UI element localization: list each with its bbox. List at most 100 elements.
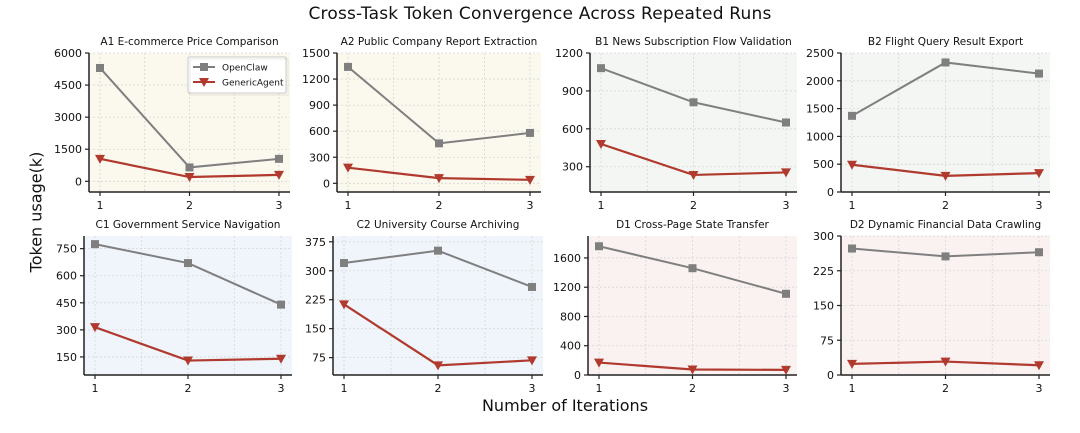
x-tick-label: 3 (1036, 382, 1043, 395)
x-tick-label: 3 (278, 382, 285, 395)
x-tick-label: 3 (783, 382, 790, 395)
subplot-title: C2 University Course Archiving (357, 219, 520, 231)
y-tick-label: 800 (560, 310, 581, 323)
y-tick-label: 300 (562, 161, 583, 174)
subplot-title: C1 Government Service Navigation (96, 219, 281, 231)
x-tick-label: 1 (345, 199, 352, 212)
triangle-down-marker (594, 358, 604, 368)
y-tick-label: 6000 (54, 47, 82, 60)
figure-title: Cross-Task Token Convergence Across Repe… (308, 4, 772, 24)
triangle-down-marker (687, 365, 698, 375)
x-tick-label: 2 (689, 382, 696, 395)
subplot-a1: 0 1500 3000 4500 6000 1 2 3 A1 E-commerce Price … (54, 36, 290, 212)
triangle-down-marker (940, 357, 951, 367)
x-tick-label: 1 (598, 199, 605, 212)
y-tick-label: 2000 (806, 75, 834, 88)
subplot-title: A1 E-commerce Price Comparison (100, 36, 278, 48)
y-axis-label: Token usage(k) (26, 151, 46, 273)
x-tick-label: 1 (849, 199, 856, 212)
subplot-title: A2 Public Company Report Extraction (341, 36, 538, 48)
triangle-down-marker (781, 365, 791, 375)
square-marker (96, 63, 104, 72)
square-marker (689, 98, 698, 107)
square-marker (344, 62, 352, 71)
y-tick-label: 0 (574, 369, 581, 382)
x-tick-label: 1 (596, 382, 603, 395)
y-tick-label: 150 (56, 351, 77, 364)
x-tick-label: 2 (186, 199, 193, 212)
triangle-down-marker (940, 171, 951, 181)
y-tick-label: 0 (827, 186, 834, 199)
y-tick-label: 75 (820, 334, 834, 347)
y-tick-label: 75 (312, 352, 326, 365)
triangle-down-marker (343, 163, 353, 173)
triangle-down-marker (339, 300, 349, 310)
triangle-down-marker (274, 170, 284, 180)
triangle-down-marker (1034, 361, 1044, 371)
x-tick-label: 1 (97, 199, 104, 212)
y-tick-label: 4500 (54, 79, 82, 92)
x-tick-label: 1 (849, 382, 856, 395)
y-tick-label: 150 (813, 300, 834, 313)
square-marker (1035, 69, 1043, 78)
subplot-b2: 0 500 1000 1500 2000 2500 1 2 3 B2 Flight Query R… (806, 36, 1050, 212)
subplot-c2: 75 150 225 300 375 1 2 3 C2 University Course Ar… (305, 219, 543, 395)
square-marker (848, 111, 856, 120)
y-tick-label: 1000 (806, 130, 834, 143)
triangle-down-marker (596, 139, 606, 149)
triangle-down-marker (688, 170, 699, 180)
square-marker (185, 163, 194, 172)
square-marker (941, 58, 950, 67)
legend-label: OpenClaw (222, 64, 268, 74)
square-marker (528, 282, 536, 291)
x-axis-label: Number of Iterations (481, 396, 649, 415)
triangle-down-marker (847, 160, 857, 170)
y-tick-label: 1500 (54, 143, 82, 156)
triangle-down-marker (276, 354, 286, 364)
subplot-b1: 300 600 900 1200 1 2 3 B1 News Subscription Flo… (555, 36, 797, 212)
y-tick-label: 1500 (302, 47, 330, 60)
square-marker (597, 64, 605, 73)
subplot-title: D1 Cross-Page State Transfer (616, 219, 769, 231)
y-tick-label: 300 (309, 151, 330, 164)
y-tick-label: 1600 (553, 252, 581, 265)
x-tick-label: 3 (527, 199, 534, 212)
square-marker (848, 244, 856, 253)
square-marker (275, 154, 283, 163)
square-marker (277, 300, 285, 309)
square-marker (434, 246, 442, 255)
subplot-a2: 0 300 600 900 1200 1500 1 2 3 A2 Public Company R… (302, 36, 541, 212)
y-tick-label: 400 (560, 340, 581, 353)
y-tick-label: 0 (827, 369, 834, 382)
square-marker (782, 118, 790, 127)
y-tick-label: 300 (305, 265, 326, 278)
triangle-down-marker (525, 175, 535, 185)
x-tick-label: 2 (942, 382, 949, 395)
y-tick-label: 750 (56, 243, 77, 256)
y-tick-label: 600 (562, 123, 583, 136)
y-tick-label: 375 (305, 236, 326, 249)
y-tick-label: 1200 (302, 73, 330, 86)
square-marker (91, 240, 99, 249)
triangle-down-marker (1034, 169, 1044, 179)
x-tick-label: 2 (942, 199, 949, 212)
x-tick-label: 3 (529, 382, 536, 395)
y-tick-label: 900 (562, 85, 583, 98)
square-marker (340, 259, 348, 268)
y-tick-label: 1200 (553, 281, 581, 294)
triangle-down-marker (434, 174, 444, 184)
y-tick-label: 600 (56, 270, 77, 283)
triangle-down-marker (847, 359, 857, 369)
legend-label: GenericAgent (222, 79, 284, 89)
triangle-down-marker (433, 361, 443, 371)
subplot-c1: 150 300 450 600 750 1 2 3 C1 Government Service … (56, 219, 292, 395)
y-tick-label: 900 (309, 99, 330, 112)
y-tick-label: 0 (323, 177, 330, 190)
legend-square-icon (200, 63, 208, 71)
x-tick-label: 2 (185, 382, 192, 395)
legend: OpenClaw GenericAgent (187, 56, 289, 96)
triangle-down-marker (781, 168, 791, 178)
y-tick-label: 300 (56, 324, 77, 337)
